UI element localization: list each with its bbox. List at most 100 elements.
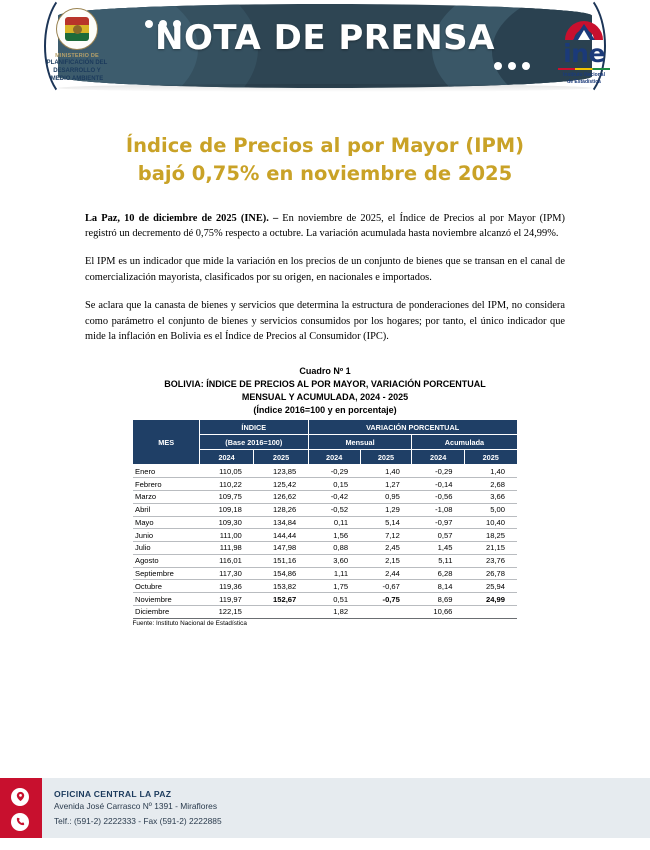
- table-cell-acum-2024: -0,97: [411, 516, 465, 530]
- table-header-row-1: MES ÍNDICE VARIACIÓN PORCENTUAL: [132, 419, 518, 466]
- table-cell-indice-2024: 109,75: [199, 490, 254, 504]
- table-cell-month: Marzo: [133, 490, 200, 504]
- page-footer: OFICINA CENTRAL LA PAZ Avenida José Carr…: [0, 778, 650, 840]
- ministry-label-line4: MEDIO AMBIENTE: [50, 76, 104, 83]
- table-header-row-3: 2024 2025 2024 2025 2024 2025: [133, 449, 518, 466]
- ipm-table: MES ÍNDICE VARIACIÓN PORCENTUAL (Base 20…: [132, 419, 518, 619]
- table-body: Enero 110,05 123,85 -0,29 1,40 -0,29 1,40 Febre…: [133, 464, 517, 619]
- table-subtitle-line3: (Índice 2016=100 y en porcentaje): [253, 405, 397, 416]
- table-cell-indice-2024: 110,22: [199, 477, 254, 491]
- footer-office-name: OFICINA CENTRAL LA PAZ: [54, 789, 172, 799]
- table-cell-indice-2024: 116,01: [199, 554, 254, 568]
- table-cell-acum-2025: 10,40: [464, 516, 517, 530]
- table-cell-mensual-2025: 1,27: [360, 477, 412, 491]
- footer-contact: OFICINA CENTRAL LA PAZ Avenida José Carr…: [40, 778, 222, 840]
- table-source: Fuente: Instituto Nacional de Estadístic…: [132, 620, 247, 628]
- table-cell-mensual-2025: 2,15: [360, 554, 412, 568]
- bolivia-coat-of-arms-icon: [56, 8, 98, 50]
- table-header: MES ÍNDICE VARIACIÓN PORCENTUAL (Base 20…: [132, 419, 518, 466]
- table-cell-mensual-2024: 1,82: [308, 605, 361, 619]
- paragraph-1: La Paz, 10 de diciembre de 2025 (INE). –…: [85, 211, 565, 243]
- table-row: Noviembre 119,97 152,67 0,51 -0,75 8,69 24,99: [133, 592, 517, 606]
- table-cell-indice-2025: [253, 605, 309, 619]
- banner-title: NOTA DE PRENSA: [155, 18, 495, 58]
- table-row: Octubre 119,36 153,82 1,75 -0,67 8,14 25,94: [133, 579, 517, 594]
- table-cell-mensual-2024: -0,29: [308, 464, 361, 479]
- table-cell-acum-2025: 24,99: [464, 592, 517, 606]
- document-body: Índice de Precios al por Mayor (IPM) baj…: [0, 132, 650, 627]
- ministry-logo: MINISTERIO DE PLANIFICACIÓN DEL DESARROL…: [22, 8, 132, 83]
- table-row: Julio 111,98 147,98 0,88 2,45 1,45 21,15: [133, 541, 517, 555]
- column-group-mensual: Mensual: [307, 434, 413, 451]
- table-cell-month: Enero: [133, 464, 200, 479]
- table-number: Cuadro Nº 1: [299, 366, 351, 377]
- table-cell-acum-2024: 8,69: [411, 592, 465, 606]
- banner-shadow: [58, 84, 592, 92]
- table-cell-mensual-2024: 1,11: [308, 567, 361, 581]
- table-cell-indice-2024: 117,30: [199, 567, 254, 581]
- table-cell-indice-2024: 111,98: [199, 541, 254, 555]
- table-cell-mensual-2024: -0,52: [308, 503, 361, 517]
- footer-phone: Telf.: (591-2) 2222333 - Fax (591-2) 222…: [54, 816, 222, 826]
- table-row: Enero 110,05 123,85 -0,29 1,40 -0,29 1,40: [133, 464, 517, 479]
- table-cell-mensual-2025: -0,75: [360, 592, 412, 606]
- table-cell-indice-2025: 153,82: [253, 579, 309, 594]
- table-cell-acum-2024: 10,66: [411, 605, 465, 619]
- table-cell-month: Diciembre: [133, 605, 200, 619]
- table-cell-acum-2025: 5,00: [464, 503, 517, 517]
- table-cell-indice-2025: 126,62: [253, 490, 309, 504]
- table-cell-acum-2025: 1,40: [464, 464, 517, 479]
- table-row: Agosto 116,01 151,16 3,60 2,15 5,11 23,76: [133, 554, 517, 568]
- table-cell-acum-2024: -1,08: [411, 503, 465, 517]
- table-cell-mensual-2024: 1,56: [308, 528, 361, 543]
- column-header-acumulada-2025: 2025: [463, 449, 518, 466]
- table-cell-mensual-2025: 0,95: [360, 490, 412, 504]
- table-cell-acum-2025: 26,78: [464, 567, 517, 581]
- table-subtitle-line1: BOLIVIA: ÍNDICE DE PRECIOS AL POR MAYOR,…: [164, 379, 486, 390]
- dateline: La Paz, 10 de diciembre de 2025 (INE). –: [85, 212, 279, 224]
- page-title-line1: Índice de Precios al por Mayor (IPM): [125, 134, 525, 157]
- table-cell-month: Abril: [133, 503, 200, 517]
- table-cell-acum-2025: 2,68: [464, 477, 517, 491]
- table-row: Mayo 109,30 134,84 0,11 5,14 -0,97 10,40: [133, 516, 517, 530]
- banner-dots-right-icon: [494, 62, 530, 70]
- table-cell-indice-2024: 110,05: [199, 464, 254, 479]
- footer-divider: [0, 838, 650, 840]
- column-header-mensual-2024: 2024: [307, 449, 361, 466]
- table-cell-indice-2024: 122,15: [199, 605, 254, 619]
- table-cell-month: Octubre: [133, 579, 200, 594]
- table-row: Junio 111,00 144,44 1,56 7,12 0,57 18,25: [133, 528, 517, 543]
- location-pin-icon: [11, 787, 29, 806]
- ministry-label-line2: PLANIFICACIÓN DEL: [46, 60, 108, 66]
- column-header-acumulada-2024: 2024: [411, 449, 465, 466]
- table-caption: Cuadro Nº 1 BOLIVIA: ÍNDICE DE PRECIOS A…: [164, 365, 486, 417]
- table-header-row-2: (Base 2016=100) Mensual Acumulada: [133, 434, 518, 451]
- column-header-mensual-2025: 2025: [359, 449, 413, 466]
- table-cell-mensual-2024: 3,60: [308, 554, 361, 568]
- table-cell-mensual-2024: 0,15: [308, 477, 361, 491]
- table-cell-mensual-2025: 2,44: [360, 567, 412, 581]
- table-cell-mensual-2024: 0,88: [308, 541, 361, 555]
- table-cell-indice-2025: 123,85: [253, 464, 309, 479]
- table-cell-mensual-2025: 5,14: [360, 516, 412, 530]
- table-cell-acum-2025: 21,15: [464, 541, 517, 555]
- table-section: Cuadro Nº 1 BOLIVIA: ÍNDICE DE PRECIOS A…: [85, 365, 565, 627]
- table-cell-indice-2025: 128,26: [253, 503, 309, 517]
- table-cell-month: Julio: [133, 541, 200, 555]
- table-cell-indice-2025: 134,84: [253, 516, 309, 530]
- table-subtitle-line2: MENSUAL Y ACUMULADA, 2024 - 2025: [241, 392, 409, 403]
- ine-wordmark: ine: [563, 39, 605, 68]
- table-cell-mensual-2025: -0,67: [360, 579, 412, 594]
- column-group-indice-base: (Base 2016=100): [198, 434, 309, 451]
- banner-arc-left-icon: [44, 0, 104, 96]
- table-cell-indice-2024: 119,36: [199, 579, 254, 594]
- table-cell-indice-2025: 152,67: [253, 592, 309, 606]
- table-cell-mensual-2025: 1,29: [360, 503, 412, 517]
- table-cell-indice-2025: 147,98: [253, 541, 309, 555]
- banner-arc-right-icon: [546, 0, 606, 96]
- paragraph-3: Se aclara que la canasta de bienes y ser…: [85, 299, 565, 343]
- paragraph-2: El IPM es un indicador que mide la varia…: [85, 256, 565, 283]
- table-cell-indice-2024: 111,00: [199, 528, 254, 543]
- column-header-indice-2024: 2024: [198, 449, 255, 466]
- table-cell-acum-2024: 8,14: [411, 579, 465, 594]
